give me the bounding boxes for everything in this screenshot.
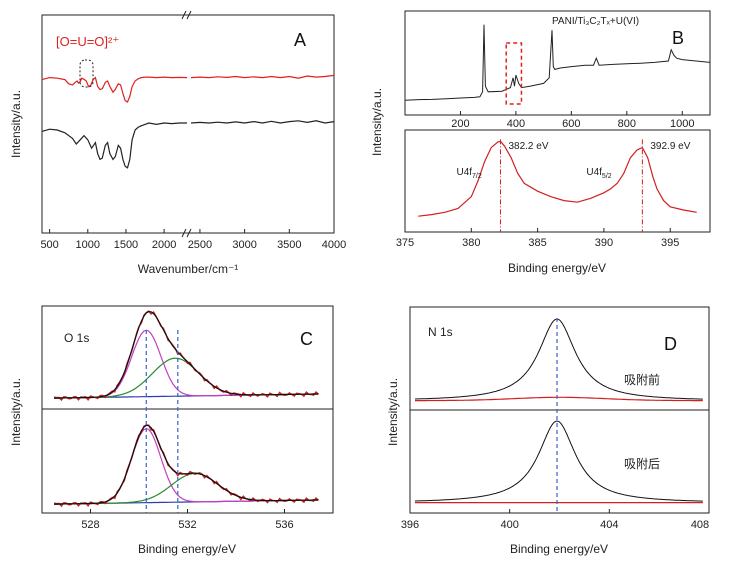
panel-c-fit-curve — [54, 424, 319, 505]
panel-b-inset-xtick-label: 600 — [562, 118, 580, 130]
panel-c-bottom-frame — [41, 408, 334, 514]
panel-c-plot — [53, 310, 319, 513]
panel-a-xtick-label: 1500 — [114, 239, 138, 251]
panel-a-series-before-segment-2 — [190, 120, 335, 124]
panel-b-inset-xtick-label: 200 — [451, 118, 469, 130]
panel-b-xtick-label: 390 — [595, 237, 613, 249]
panel-c-fit-curve — [54, 310, 319, 399]
panel-d-xtick-label: 396 — [401, 519, 419, 531]
panel-c-xlabel: Binding energy/eV — [138, 542, 236, 556]
panel-a-break-mark — [186, 228, 192, 238]
panel-a-xtick-label: 3500 — [277, 239, 301, 251]
panel-a-ticks: 500 1000 1500 2000 2500 3000 3500 4000 — [40, 10, 346, 251]
panel-c-ylabel: Intensity/a.u. — [9, 378, 23, 446]
panel-b-inset-xtick-label: 1000 — [670, 118, 694, 130]
panel-c-ticks: 528 532 536 — [81, 509, 294, 531]
panel-d-xlabel: Binding energy/eV — [510, 542, 608, 556]
panel-a-series-after-segment-2 — [190, 74, 335, 79]
panel-d-xtick-label: 404 — [600, 519, 618, 531]
panel-d-xtick-label: 408 — [691, 519, 709, 531]
panel-c-xtick-label: 536 — [275, 519, 293, 531]
panel-d-ylabel: Intensity/a.u. — [386, 378, 400, 446]
panel-d-bottom-frame — [409, 409, 710, 514]
panel-a-break-mark — [186, 10, 192, 20]
panel-b-ylabel: Intensity/a.u. — [370, 88, 384, 156]
panel-b-xtick-label: 385 — [528, 237, 546, 249]
panel-a-xtick-label: 2500 — [188, 239, 212, 251]
panel-b-ticks: 200 400 600 800 1000 375 380 385 390 395 — [396, 111, 695, 249]
panel-a: 500 1000 1500 2000 2500 3000 3500 4000 A [O=U=O… — [9, 10, 346, 276]
panel-b-xtick-label: 395 — [661, 237, 679, 249]
panel-c-peak2-curve — [54, 357, 319, 399]
panel-b-inset-label: PANI/Ti₃C₂Tₓ+U(VI) — [552, 16, 639, 27]
panel-a-xtick-label: 500 — [40, 239, 58, 251]
panel-a-series-before-segment-1 — [41, 122, 187, 169]
panel-a-ylabel: Intensity/a.u. — [9, 90, 23, 158]
panel-b-peak-assignment: U4f5/2 — [586, 167, 611, 180]
panel-c: 528 532 536 C O 1s Binding energy/eV Inten… — [9, 305, 334, 556]
panel-d-plot — [415, 318, 703, 513]
panel-a-xtick-label: 1000 — [76, 239, 100, 251]
panel-c-peak1-curve — [54, 329, 319, 399]
panel-a-xtick-label: 2000 — [152, 239, 176, 251]
panel-d-label: N 1s — [428, 325, 453, 339]
panel-c-xtick-label: 528 — [81, 519, 99, 531]
panel-b-xlabel: Binding energy/eV — [508, 261, 606, 275]
panel-b-letter: B — [672, 28, 684, 48]
panel-a-annotation: [O=U=O]²⁺ — [56, 34, 119, 49]
panel-b-xtick-label: 375 — [396, 237, 414, 249]
panel-a-break-mark — [181, 228, 187, 238]
panel-b-xtick-label: 380 — [462, 237, 480, 249]
panel-a-series-after-segment-1 — [41, 76, 188, 103]
panel-b-peak-label: 382.2 eV — [508, 141, 548, 152]
panel-d-peak-curve — [415, 420, 703, 502]
panel-c-letter: C — [300, 329, 313, 349]
panel-c-raw-curve — [53, 310, 319, 402]
panel-b-peak-label: 392.9 eV — [650, 141, 690, 152]
panel-c-raw-curve — [53, 424, 319, 508]
panel-b-u4f-series — [418, 140, 697, 217]
panel-c-peak1-curve — [54, 427, 319, 505]
panel-d: 396 400 404 408 D N 1s 吸附前 吸附后 Binding ener… — [386, 306, 710, 556]
panel-a-xtick-label: 3000 — [232, 239, 256, 251]
panel-d-peak-curve — [415, 318, 703, 400]
panel-a-xlabel: Wavenumber/cm⁻¹ — [138, 262, 239, 276]
panel-b-detail-frame — [404, 129, 711, 233]
panel-b-survey-series — [404, 24, 711, 101]
panel-a-annotation-box — [79, 59, 94, 88]
panel-b: 382.2 eV U4f7/2 392.9 eV U4f5/2 200 400 600 80… — [370, 10, 711, 275]
panel-c-xtick-label: 532 — [178, 519, 196, 531]
panel-b-plot: 382.2 eV U4f7/2 392.9 eV U4f5/2 — [404, 24, 711, 232]
panel-a-letter: A — [294, 30, 306, 50]
panel-b-survey-frame — [404, 10, 711, 116]
panel-a-frame — [41, 14, 335, 234]
panel-a-xtick-label: 4000 — [322, 239, 346, 251]
panel-d-baseline-curve — [415, 396, 703, 402]
panel-b-peak-assignment: U4f7/2 — [456, 167, 481, 180]
panel-d-letter: D — [664, 334, 677, 354]
panel-d-series-after-label: 吸附后 — [624, 457, 660, 471]
panel-a-plot — [41, 74, 335, 169]
panel-c-label: O 1s — [64, 331, 89, 345]
panel-d-ticks: 396 400 404 408 — [401, 509, 710, 531]
panel-d-series-before-label: 吸附前 — [624, 372, 660, 387]
panel-b-u4f-region-box — [505, 42, 523, 105]
panel-a-break-mark — [181, 10, 187, 20]
panel-b-inset-xtick-label: 400 — [507, 118, 525, 130]
panel-d-top-frame — [409, 306, 710, 411]
panel-d-xtick-label: 400 — [500, 519, 518, 531]
panel-b-inset-xtick-label: 800 — [618, 118, 636, 130]
